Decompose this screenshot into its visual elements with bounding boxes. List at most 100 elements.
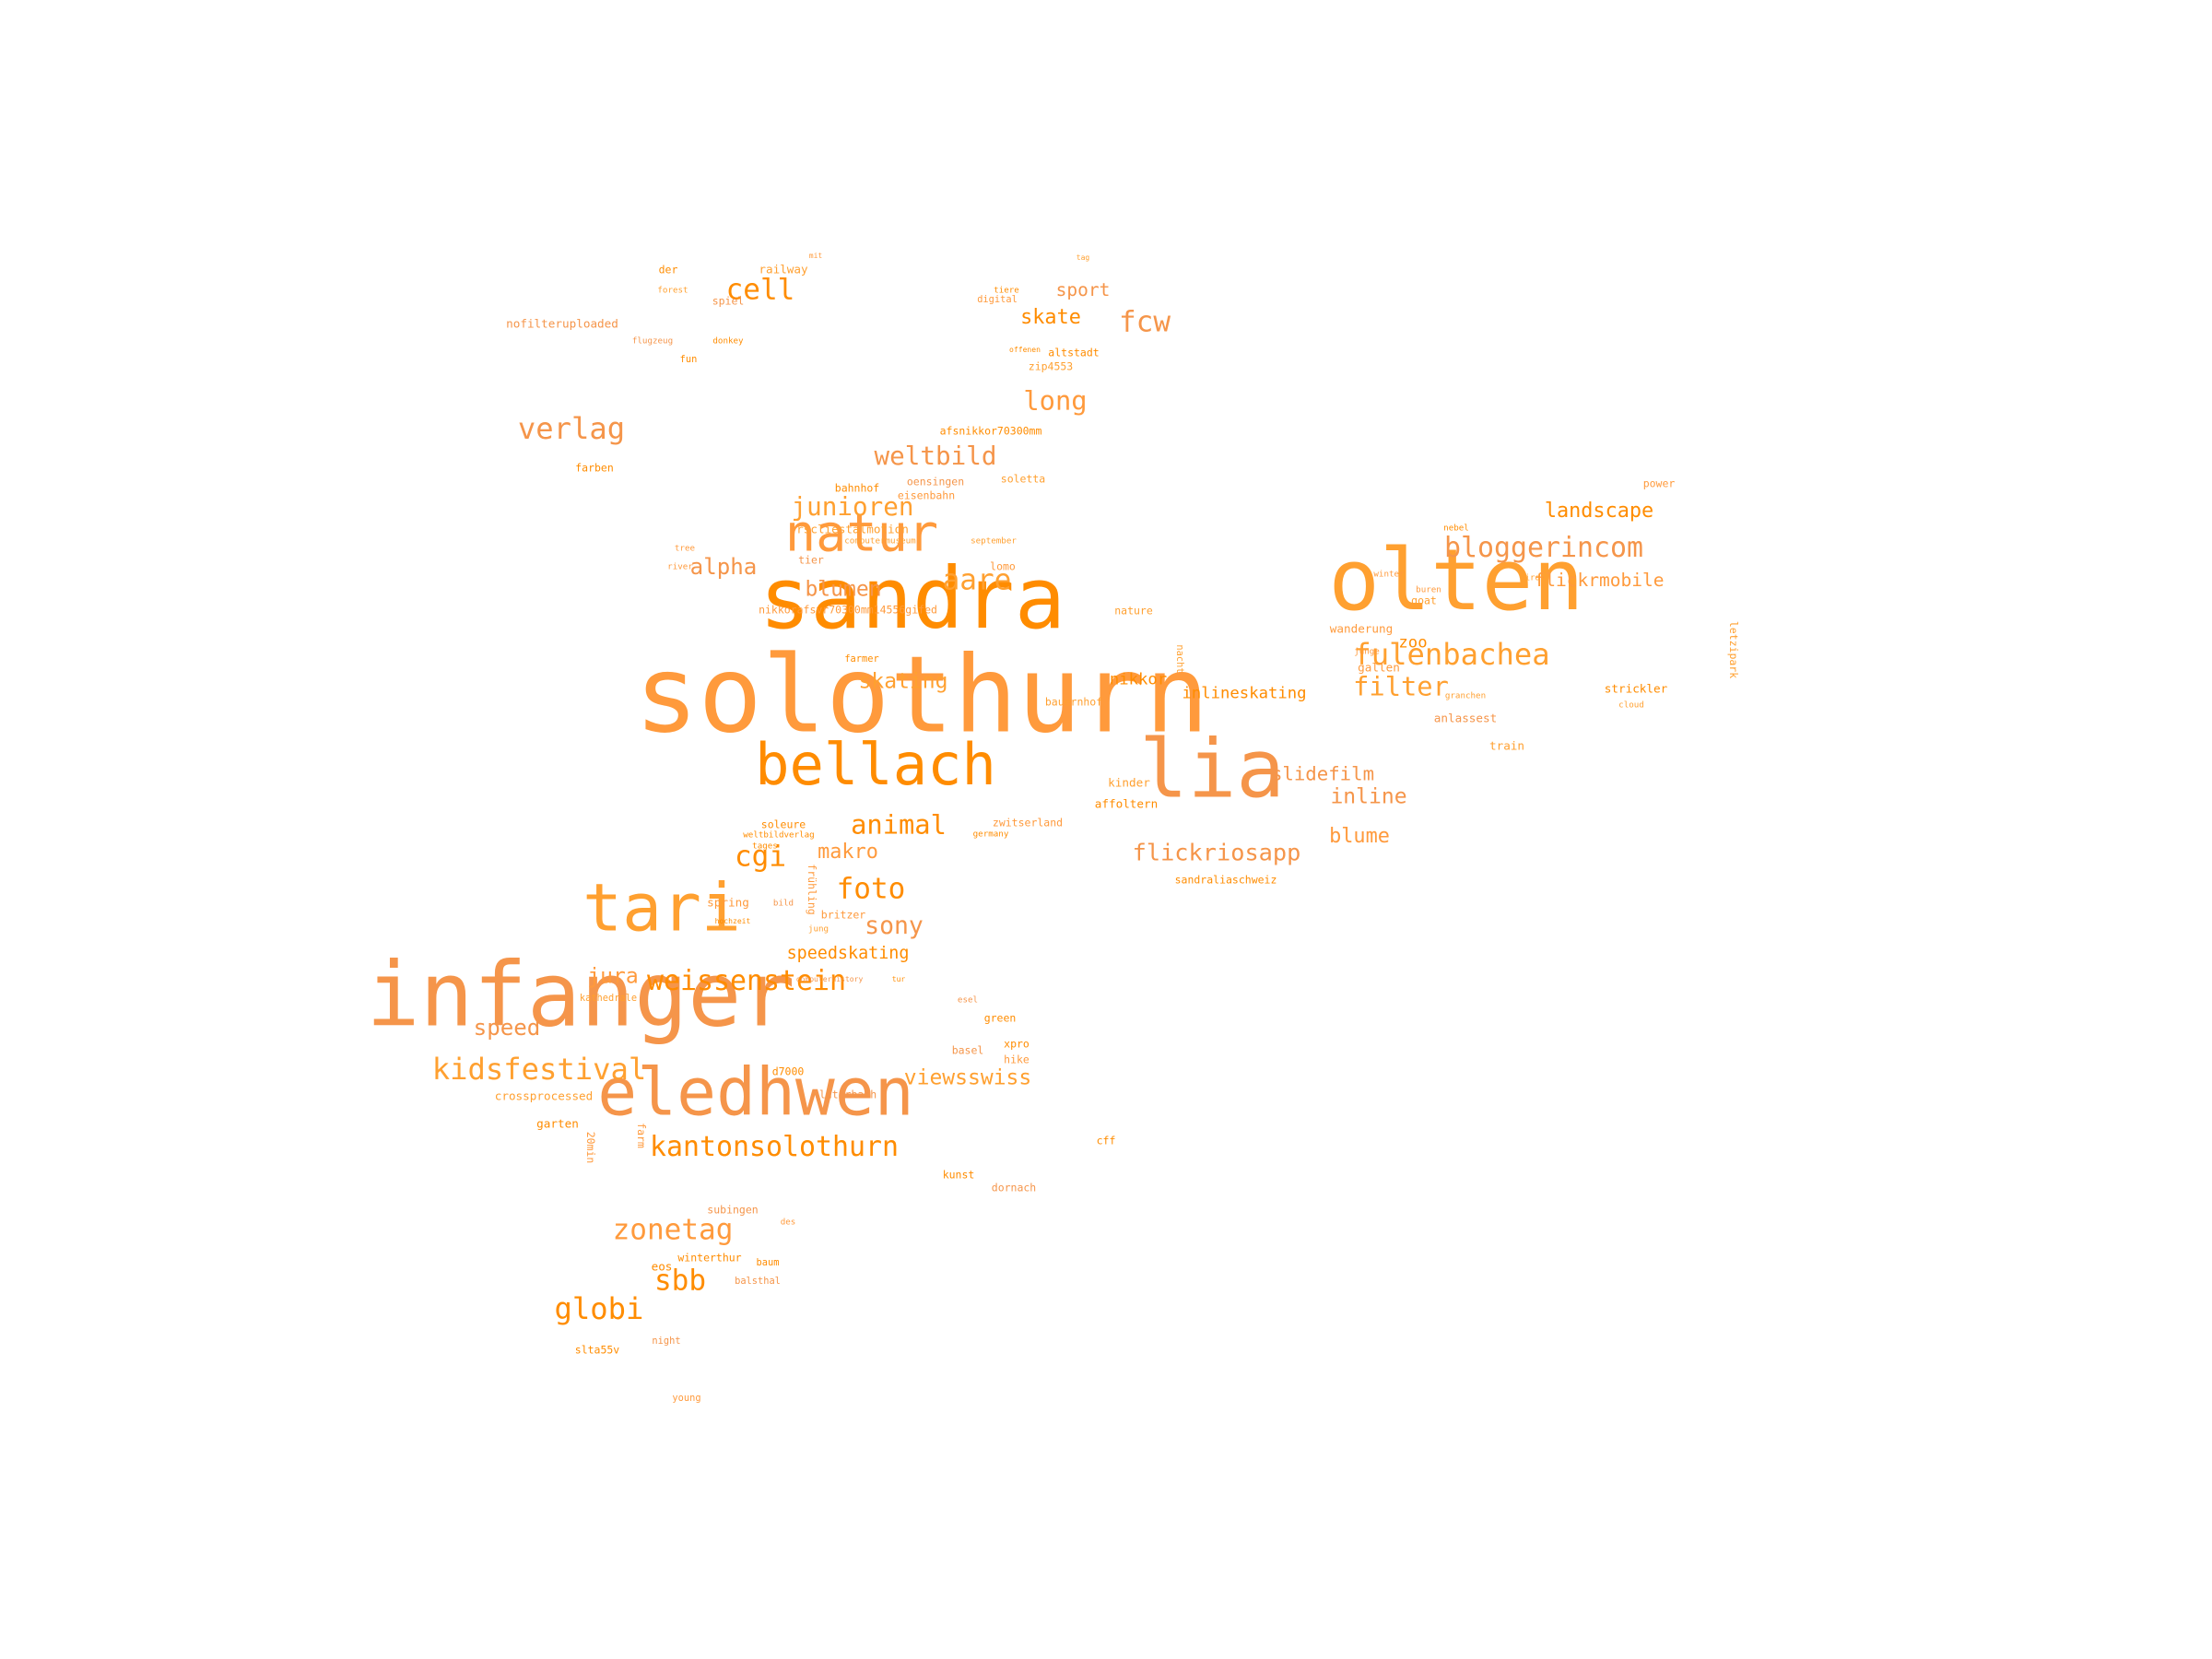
- word-kinder: kinder: [1108, 775, 1150, 790]
- word-slta55v: slta55v: [574, 1343, 620, 1357]
- word-kathedrale: kathedrale: [579, 992, 638, 1004]
- word-buren: buren: [1416, 584, 1441, 595]
- word-sandraliaschweiz: sandraliaschweiz: [1174, 873, 1277, 887]
- word-basel: basel: [951, 1043, 984, 1057]
- word-cloud: cloud: [1618, 700, 1644, 711]
- word-nacht: nacht: [1174, 644, 1186, 674]
- word-long: long: [1023, 384, 1088, 417]
- word-hike: hike: [1004, 1053, 1030, 1066]
- word-lomo: lomo: [990, 559, 1016, 573]
- word-flickriosapp: flickriosapp: [1132, 839, 1301, 866]
- word-cell: cell: [725, 273, 795, 307]
- word-fcw: fcw: [1118, 305, 1171, 339]
- word-winterthur: winterthur: [677, 1251, 742, 1265]
- word-cgi: cgi: [734, 840, 787, 874]
- word-sport: sport: [1055, 279, 1111, 301]
- word-digital: digital: [977, 293, 1018, 305]
- word-aare: aare: [942, 563, 1012, 597]
- word-eisenbahn: eisenbahn: [897, 488, 956, 502]
- word-globi: globi: [554, 1290, 644, 1326]
- word-baum: baum: [756, 1256, 780, 1268]
- word-afsnikkor70300mm: afsnikkor70300mm: [939, 424, 1042, 438]
- word-computerhistory: computerhistory: [795, 974, 864, 983]
- word-verlag: verlag: [517, 410, 626, 446]
- word-balsthal: balsthal: [735, 1275, 781, 1287]
- word-filter: filter: [1353, 670, 1449, 702]
- word-offenen: offenen: [1009, 345, 1041, 354]
- word-farmer: farmer: [844, 653, 879, 665]
- word-farben: farben: [575, 461, 614, 475]
- word-hochzeit: hochzeit: [714, 916, 751, 925]
- word-speed: speed: [473, 1014, 541, 1041]
- word-lia: lia: [1139, 722, 1285, 817]
- word-railway: railway: [759, 262, 808, 276]
- word-altstadt: altstadt: [1048, 346, 1100, 359]
- word-tag: tag: [1076, 253, 1090, 262]
- word-d7000: d7000: [771, 1065, 805, 1078]
- word-eledhwen: eledhwen: [597, 1053, 914, 1131]
- word-young: young: [672, 1392, 701, 1404]
- word-blume: blume: [1329, 825, 1390, 849]
- word-bild: bild: [772, 898, 794, 909]
- word-jung: jung: [807, 924, 830, 935]
- word-sony: sony: [865, 911, 924, 940]
- word-blumen: blumen: [805, 577, 882, 602]
- word-weissenstein: weissenstein: [647, 965, 846, 998]
- word-nebel: nebel: [1443, 523, 1469, 534]
- word-computermuseum: computermuseum: [844, 535, 916, 547]
- word-junge: junge: [1354, 646, 1380, 657]
- word-kunst: kunst: [942, 1168, 975, 1182]
- word-nikkorafsvr70300mm14556gifed: nikkorafsvr70300mm14556gifed: [759, 603, 937, 617]
- word-20min: 20min: [583, 1131, 597, 1164]
- word-nofilteruploaded: nofilteruploaded: [506, 316, 618, 331]
- word-speedskating: speedskating: [786, 943, 910, 963]
- word-kantonsolothurn: kantonsolothurn: [650, 1131, 899, 1164]
- word-forest: forest: [657, 285, 688, 296]
- word-jura: jura: [587, 964, 639, 989]
- word-makro: makro: [818, 841, 878, 865]
- word-nature: nature: [1114, 604, 1153, 618]
- word-strickler: strickler: [1604, 681, 1668, 696]
- word-soleure: soleure: [760, 818, 806, 831]
- word-skating: skating: [858, 669, 948, 694]
- word-goat: goat: [1411, 594, 1437, 607]
- word-viewsswiss: viewsswiss: [903, 1065, 1032, 1090]
- word-spring: spring: [707, 895, 749, 910]
- word-dornach: dornach: [991, 1181, 1037, 1194]
- word-spiel: spiel: [712, 294, 745, 308]
- word-bauernhof: bauernhof: [1044, 695, 1103, 709]
- word-granchen: granchen: [1444, 690, 1487, 701]
- word-flickrmobile: flickrmobile: [1534, 570, 1665, 592]
- word-flugzeug: flugzeug: [631, 335, 674, 347]
- word-power: power: [1642, 477, 1676, 490]
- word-gallen: gallen: [1358, 660, 1400, 675]
- word-mit: mit: [808, 251, 823, 260]
- word-weltbildverlag: weltbildverlag: [743, 830, 815, 841]
- word-weltbild: weltbild: [874, 441, 997, 472]
- word-xpro: xpro: [1004, 1037, 1030, 1051]
- word-skate: skate: [1020, 306, 1081, 330]
- word-fun: fun: [679, 353, 698, 365]
- word-farm: farm: [634, 1123, 648, 1148]
- word-tier: tier: [798, 553, 824, 567]
- word-sbb: sbb: [653, 1264, 707, 1298]
- word-bloggerincom: bloggerincom: [1444, 532, 1643, 565]
- word-wanderung: wanderung: [1329, 621, 1394, 636]
- word-junioren: junioren: [791, 491, 914, 523]
- word-des: des: [780, 1217, 796, 1228]
- word-zonetag: zonetag: [612, 1213, 734, 1247]
- word-alpha: alpha: [689, 553, 758, 580]
- word-sandra: sandra: [759, 549, 1066, 648]
- word-tur: tur: [891, 974, 906, 983]
- word-kidsfestival: kidsfestival: [431, 1051, 647, 1087]
- word-der: der: [658, 263, 678, 276]
- word-rscliestalmotion: rscliestalmotion: [796, 522, 909, 536]
- word-anlassest: anlassest: [1433, 711, 1498, 725]
- word-zoo: zoo: [1398, 633, 1428, 653]
- word-subingen: subingen: [707, 1203, 759, 1217]
- word-garten: garten: [536, 1116, 579, 1131]
- word-eos: eos: [651, 1259, 673, 1274]
- word-bird: bird: [1519, 572, 1541, 583]
- word-winter: winter: [1373, 569, 1405, 580]
